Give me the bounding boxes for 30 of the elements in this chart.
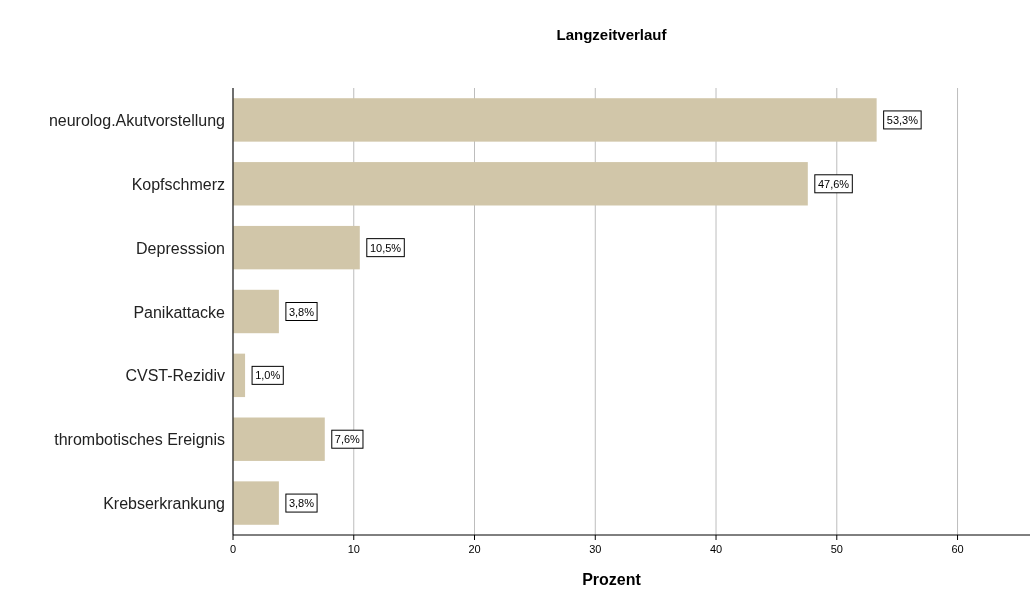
chart-title: Langzeitverlauf: [556, 26, 668, 43]
y-tick-label: CVST-Rezidiv: [125, 367, 225, 385]
y-tick-label: Krebserkrankung: [103, 495, 225, 513]
x-axis-title: Prozent: [582, 571, 642, 588]
bar: [233, 481, 279, 525]
y-tick-label: Depresssion: [136, 239, 225, 257]
x-tick-label: 0: [229, 543, 237, 555]
data-label: 47,6%: [817, 177, 850, 190]
x-tick-label: 50: [830, 543, 843, 555]
x-tick-label: 10: [347, 543, 360, 555]
bar: [233, 98, 877, 142]
data-label: 3,8%: [288, 305, 315, 318]
data-label: 53,3%: [886, 113, 919, 126]
x-tick-label: 30: [589, 543, 602, 555]
data-label: 10,5%: [369, 241, 402, 254]
y-tick-label: thrombotisches Ereignis: [54, 431, 225, 449]
data-label: 3,8%: [288, 497, 315, 510]
y-tick-label: neurolog.Akutvorstellung: [48, 111, 225, 129]
bar: [233, 289, 279, 334]
x-tick-label: 20: [468, 543, 481, 555]
data-label: 1,0%: [255, 369, 281, 382]
bar: [233, 353, 246, 398]
data-label: 7,6%: [334, 433, 361, 446]
y-tick-label: Panikattacke: [133, 303, 226, 321]
x-tick-label: 40: [709, 543, 723, 555]
x-tick-label: 60: [951, 543, 964, 555]
y-tick-label: Kopfschmerz: [131, 175, 225, 193]
bar: [233, 225, 360, 270]
bar: [233, 162, 808, 206]
bar: [233, 417, 325, 461]
